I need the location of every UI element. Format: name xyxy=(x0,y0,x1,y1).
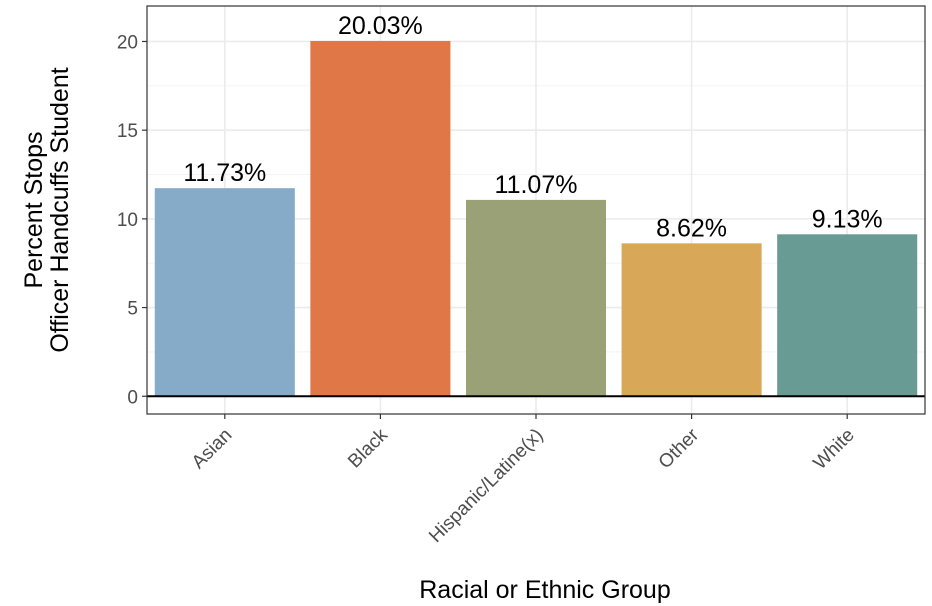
x-axis: Asian Black Hispanic/Latine(x) Other White xyxy=(188,414,859,547)
bar-value-label: 20.03% xyxy=(338,12,423,40)
bar-value-labels: 11.73% 20.03% 11.07% 8.62% 9.13% xyxy=(183,12,882,242)
y-tick-label: 5 xyxy=(127,299,138,320)
bar-black xyxy=(310,40,451,397)
y-tick-label: 0 xyxy=(127,387,138,408)
bar-value-label: 8.62% xyxy=(656,214,727,242)
x-axis-title: Racial or Ethnic Group xyxy=(419,576,671,604)
plot-panel: 11.73% 20.03% 11.07% 8.62% 9.13% xyxy=(146,5,926,415)
bar-value-label: 11.07% xyxy=(495,171,578,199)
bar-white xyxy=(777,234,918,397)
y-tick-label: 15 xyxy=(117,121,138,142)
y-axis: 0 5 10 15 20 xyxy=(117,32,147,408)
y-tick-label: 10 xyxy=(117,210,138,231)
y-tick-label: 20 xyxy=(117,32,138,53)
y-axis-title-line-1: Percent Stops xyxy=(20,131,48,288)
bar-other xyxy=(621,243,762,397)
bar-hispanic-latine-x xyxy=(465,199,607,397)
x-tick-label: White xyxy=(810,425,859,474)
bar-asian xyxy=(154,188,295,397)
bars xyxy=(154,40,918,397)
x-tick-label: Asian xyxy=(188,425,236,473)
y-axis-title-line-2: Officer Handcuffs Student xyxy=(46,67,74,352)
x-tick-label: Black xyxy=(344,424,392,472)
bar-value-label: 9.13% xyxy=(812,205,883,233)
bar-value-label: 11.73% xyxy=(183,159,266,187)
x-tick-label: Hispanic/Latine(x) xyxy=(425,425,547,547)
y-axis-title: Percent Stops Officer Handcuffs Student xyxy=(20,67,74,352)
x-tick-label: Other xyxy=(655,424,704,473)
